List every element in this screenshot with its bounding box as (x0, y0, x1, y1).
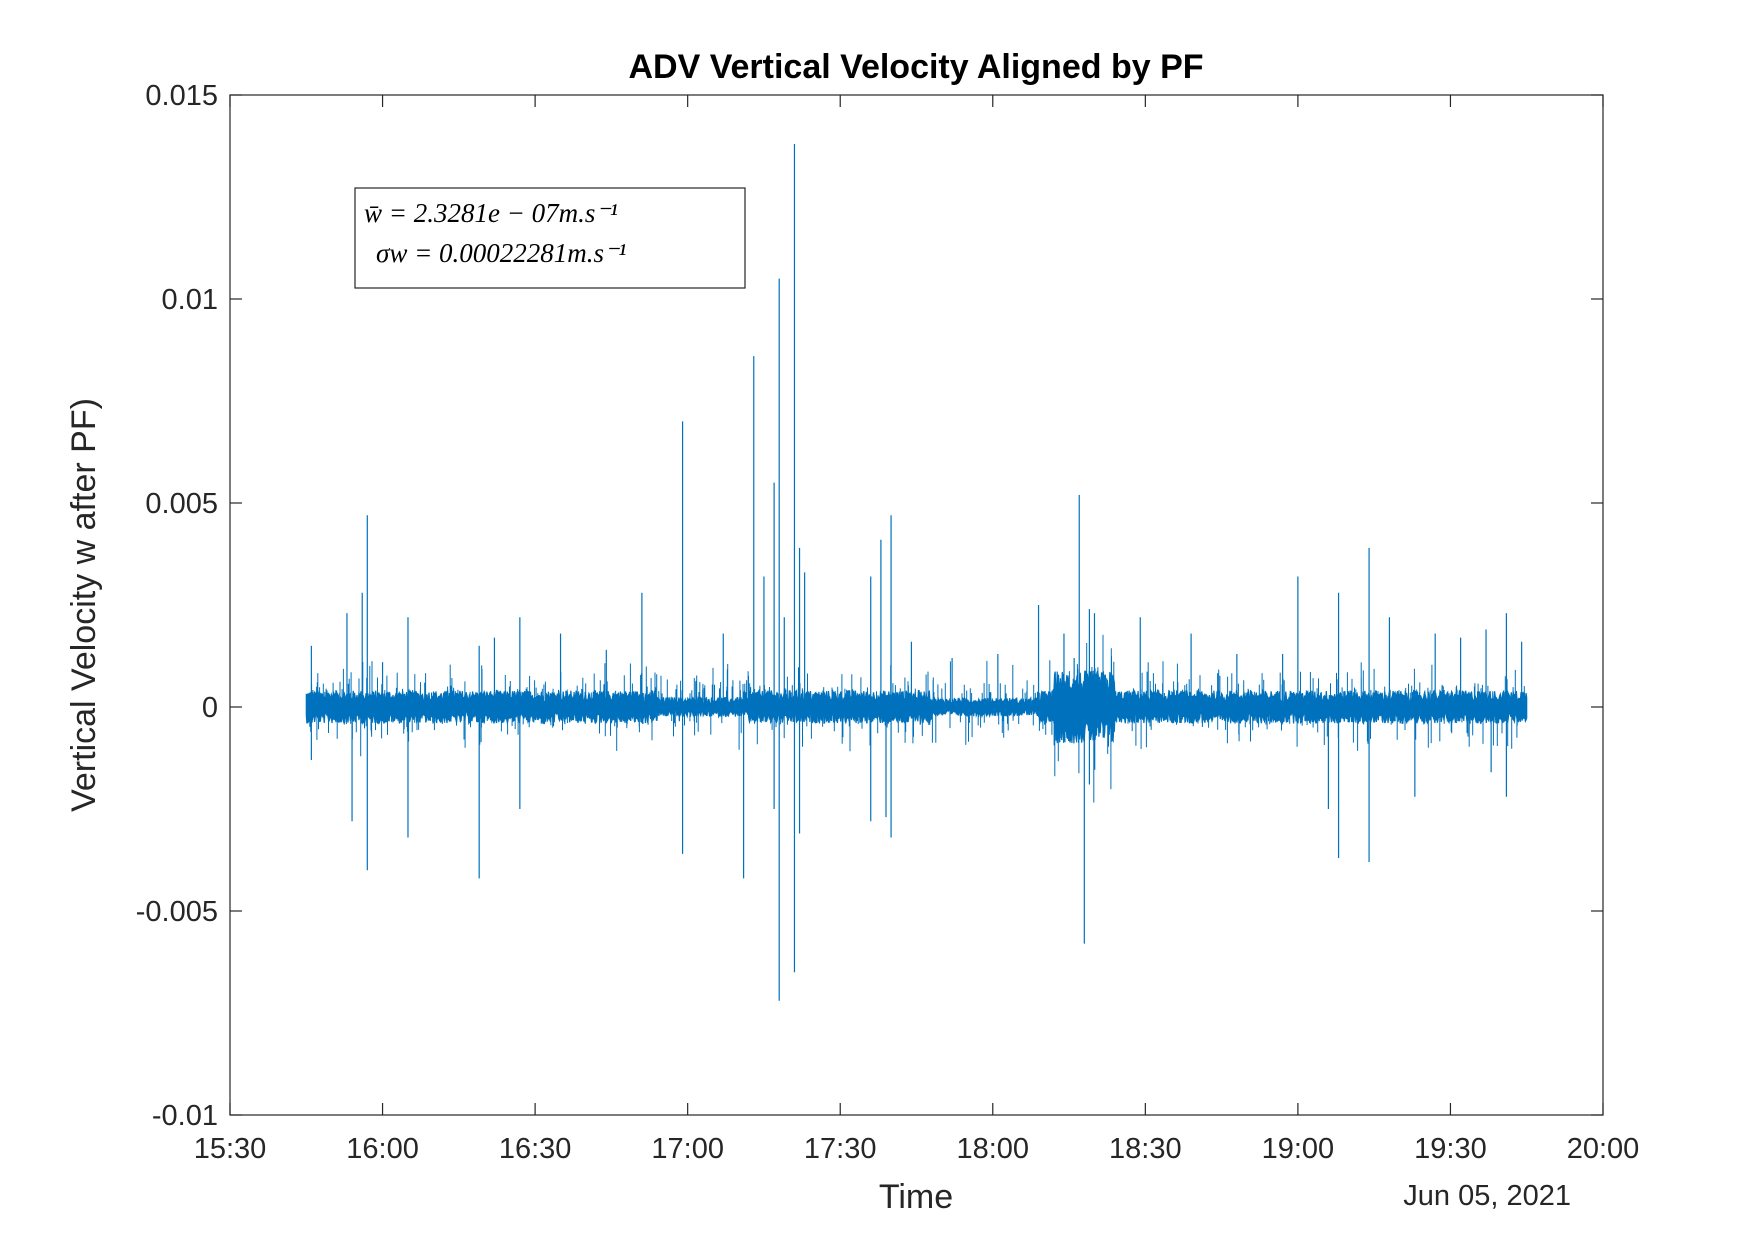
x-tick-label: 16:00 (346, 1133, 419, 1165)
y-axis-label: Vertical Velocity w after PF) (65, 398, 103, 812)
x-tick-label: 18:30 (1109, 1133, 1182, 1165)
chart-title: ADV Vertical Velocity Aligned by PF (628, 48, 1203, 86)
x-tick-label: 19:00 (1262, 1133, 1335, 1165)
axes-box (229, 94, 1604, 1116)
ticks-layer: 15:30 16:00 16:30 17:00 17:30 18:00 18:30 19:00… (136, 80, 1640, 1165)
y-tick-label: 0 (202, 692, 218, 724)
legend-box (354, 187, 746, 289)
legend: w̄ = 2.3281e − 07m.s⁻¹ σw = 0.00022281m.… (354, 187, 746, 289)
series-minor-spikes (309, 634, 1525, 803)
y-tick-label: 0.015 (145, 80, 218, 112)
x-tick-label: 20:00 (1567, 1133, 1640, 1165)
y-tick-label: 0.005 (145, 488, 218, 520)
y-tick-label: 0.01 (162, 284, 218, 316)
x-tick-label: 17:00 (651, 1133, 724, 1165)
x-tick-label: 19:30 (1414, 1133, 1487, 1165)
y-tick-label: -0.01 (152, 1100, 218, 1132)
series-layer (305, 143, 1528, 1001)
x-axis-label: Time (879, 1178, 953, 1216)
x-tick-label: 16:30 (499, 1133, 572, 1165)
legend-std: σw = 0.00022281m.s⁻¹ (376, 238, 626, 268)
date-label: Jun 05, 2021 (1403, 1180, 1571, 1212)
x-tick-label: 15:30 (194, 1133, 267, 1165)
x-tick-label: 18:00 (956, 1133, 1029, 1165)
legend-mean: w̄ = 2.3281e − 07m.s⁻¹ (364, 198, 618, 228)
x-tick-label: 17:30 (804, 1133, 877, 1165)
y-tick-label: -0.005 (136, 896, 218, 928)
